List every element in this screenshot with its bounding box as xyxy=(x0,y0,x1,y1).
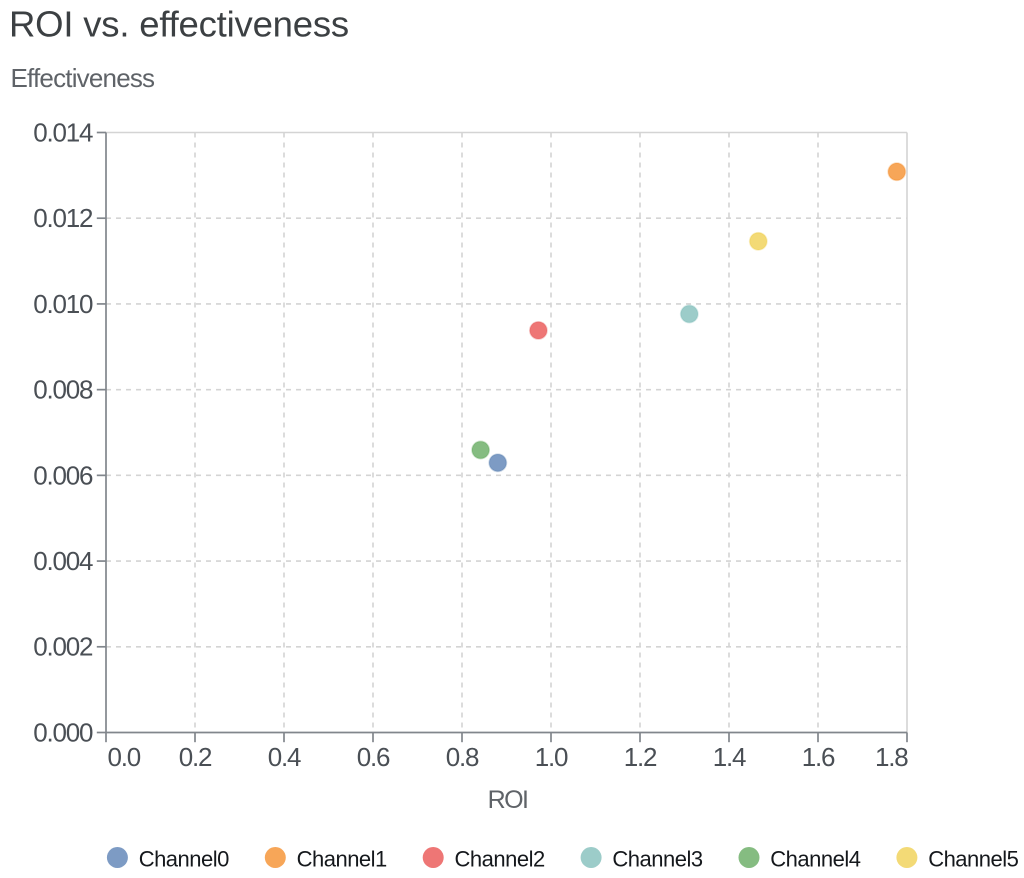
svg-text:ROI: ROI xyxy=(488,786,528,814)
svg-text:0.012: 0.012 xyxy=(33,203,93,233)
svg-text:0.6: 0.6 xyxy=(357,742,390,772)
svg-text:0.002: 0.002 xyxy=(33,632,93,662)
svg-text:1.0: 1.0 xyxy=(535,742,568,772)
svg-text:Channel2: Channel2 xyxy=(455,846,545,871)
svg-text:Channel3: Channel3 xyxy=(612,846,702,871)
svg-text:0.006: 0.006 xyxy=(33,460,93,490)
svg-text:Channel0: Channel0 xyxy=(139,846,229,871)
svg-text:0.008: 0.008 xyxy=(33,375,93,405)
svg-text:0.010: 0.010 xyxy=(33,289,93,319)
svg-text:Channel1: Channel1 xyxy=(297,846,387,871)
svg-text:1.6: 1.6 xyxy=(802,742,835,772)
svg-text:0.000: 0.000 xyxy=(33,717,93,747)
svg-text:0.8: 0.8 xyxy=(446,742,479,772)
svg-text:0.014: 0.014 xyxy=(33,117,93,147)
svg-text:0.004: 0.004 xyxy=(33,546,93,576)
svg-text:Effectiveness: Effectiveness xyxy=(11,63,156,93)
svg-text:1.4: 1.4 xyxy=(713,742,746,772)
svg-text:Channel5: Channel5 xyxy=(928,846,1018,871)
svg-text:0.0: 0.0 xyxy=(108,742,141,772)
svg-text:Channel4: Channel4 xyxy=(770,846,860,871)
svg-text:0.2: 0.2 xyxy=(179,742,212,772)
svg-text:1.8: 1.8 xyxy=(875,742,908,772)
svg-text:1.2: 1.2 xyxy=(624,742,657,772)
svg-text:0.4: 0.4 xyxy=(268,742,301,772)
svg-text:ROI vs. effectiveness: ROI vs. effectiveness xyxy=(9,4,349,45)
